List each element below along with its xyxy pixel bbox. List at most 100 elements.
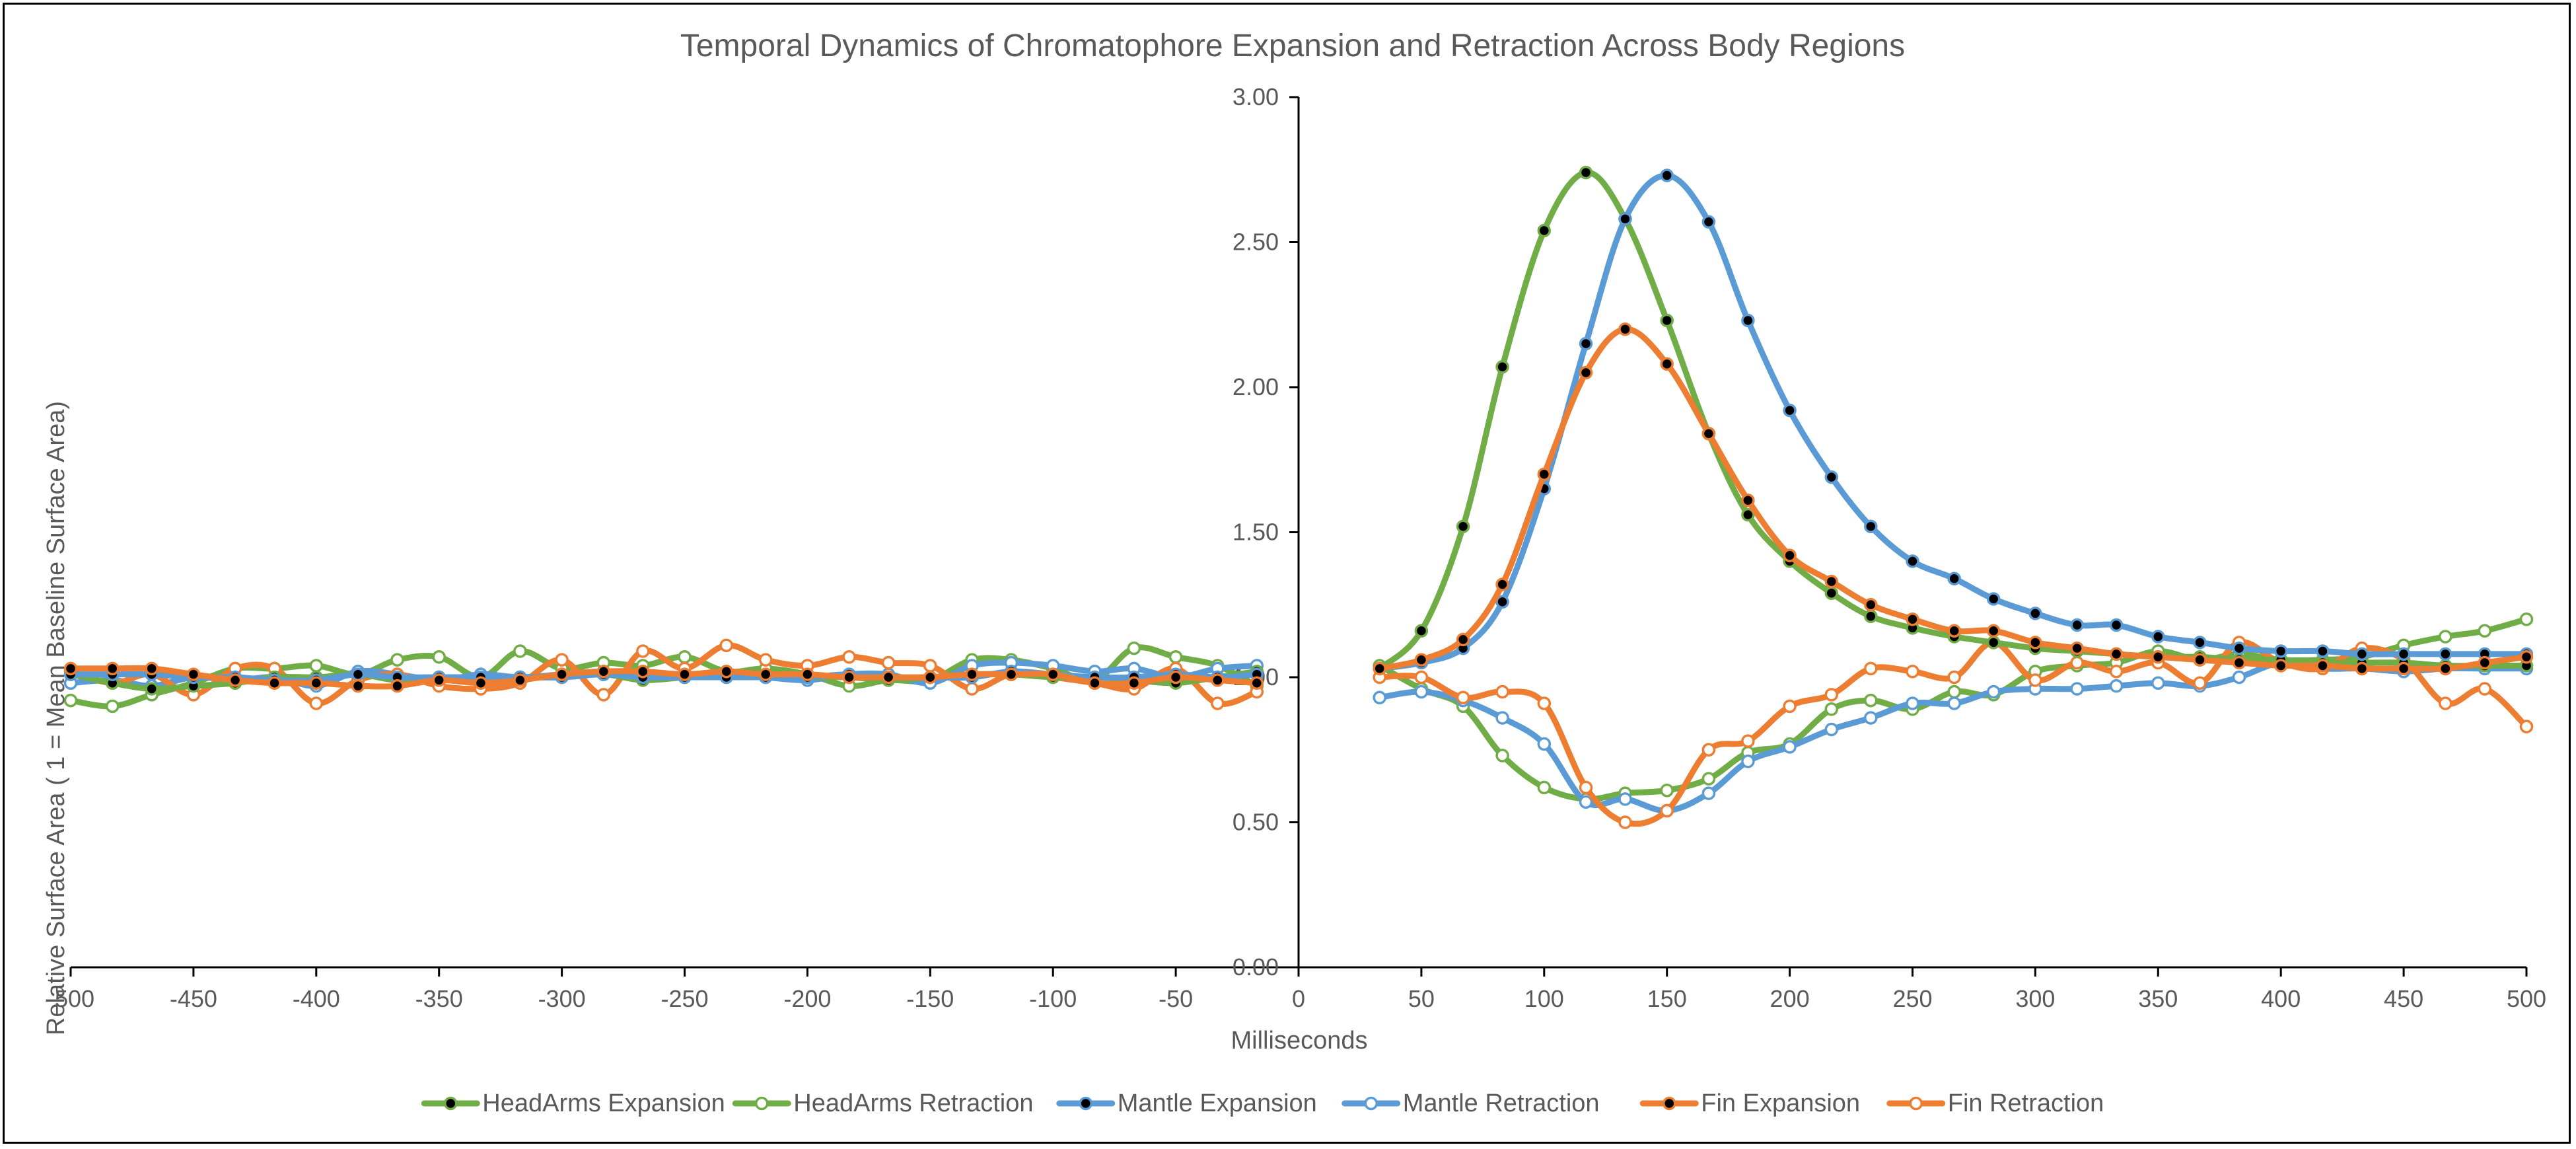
data-point-fin-retraction — [2519, 720, 2534, 733]
data-point-fin-retraction — [719, 638, 733, 652]
data-point-fin-expansion — [1864, 598, 1878, 612]
data-point-mantle-expansion — [2232, 641, 2246, 655]
data-point-fin-expansion — [1211, 673, 1225, 687]
y-tick-label: 2.50 — [1233, 229, 1279, 256]
data-point-mantle-expansion — [2355, 647, 2369, 661]
x-tick-label: -350 — [415, 985, 463, 1012]
data-point-mantle-expansion — [1618, 212, 1632, 226]
data-point-fin-retraction — [1660, 803, 1674, 818]
data-point-fin-expansion — [513, 673, 527, 687]
data-point-fin-retraction — [1537, 696, 1552, 710]
data-point-mantle-retraction — [1864, 711, 1878, 725]
data-point-mantle-retraction — [2151, 676, 2165, 690]
data-point-headarms-retraction — [1824, 702, 1839, 716]
data-point-fin-expansion — [1250, 676, 1264, 690]
legend-item-headarms-retraction: HeadArms Retraction — [732, 1090, 1034, 1117]
x-tick-label: 100 — [1524, 985, 1564, 1012]
data-point-mantle-expansion — [1783, 403, 1797, 418]
data-point-mantle-retraction — [1783, 740, 1797, 754]
legend-swatch-marker — [1364, 1096, 1378, 1111]
x-tick-label: 150 — [1647, 985, 1687, 1012]
y-tick-label: 3.00 — [1233, 83, 1279, 110]
data-point-mantle-expansion — [2070, 618, 2084, 632]
data-point-fin-expansion — [2028, 636, 2042, 649]
legend: HeadArms Expansion HeadArms Retraction Man… — [421, 1090, 2104, 1117]
data-point-mantle-expansion — [2439, 647, 2452, 661]
data-point-mantle-retraction — [2070, 682, 2084, 696]
x-tick-label: 300 — [2015, 985, 2055, 1012]
data-point-mantle-expansion — [2316, 644, 2330, 658]
x-tick-label: -400 — [293, 985, 340, 1012]
data-point-fin-retraction — [1211, 696, 1225, 710]
legend-swatch-marker — [1079, 1096, 1092, 1111]
y-tick-label: 0.50 — [1233, 809, 1279, 836]
x-tick-label: -250 — [661, 985, 708, 1012]
data-point-headarms-retraction — [390, 653, 404, 667]
data-point-fin-retraction — [309, 696, 324, 710]
data-point-mantle-expansion — [1701, 215, 1716, 229]
data-point-fin-expansion — [268, 676, 281, 690]
legend-label: Fin Expansion — [1701, 1090, 1860, 1117]
legend-label: Fin Retraction — [1948, 1090, 2104, 1117]
data-point-fin-retraction — [965, 682, 979, 696]
data-point-fin-expansion — [2193, 653, 2207, 667]
data-point-mantle-retraction — [1618, 792, 1632, 806]
data-point-mantle-expansion — [1495, 595, 1509, 609]
chart-frame: Temporal Dynamics of Chromatophore Expan… — [3, 3, 2571, 1144]
data-point-fin-retraction — [596, 688, 611, 702]
data-point-fin-expansion — [1414, 653, 1429, 667]
legend-label: HeadArms Retraction — [793, 1090, 1033, 1117]
data-point-headarms-expansion — [1414, 624, 1429, 638]
data-point-fin-expansion — [1004, 667, 1019, 681]
legend-label: Mantle Expansion — [1118, 1090, 1317, 1117]
data-point-fin-expansion — [1168, 670, 1183, 685]
data-point-fin-expansion — [1456, 632, 1470, 647]
data-point-mantle-expansion — [2028, 607, 2042, 620]
data-point-fin-expansion — [2355, 661, 2369, 676]
data-point-mantle-expansion — [1947, 572, 1961, 585]
data-point-headarms-retraction — [1537, 780, 1552, 795]
data-point-fin-retraction — [881, 655, 896, 670]
data-point-fin-expansion — [228, 673, 242, 687]
x-tick-label: 50 — [1408, 985, 1435, 1012]
data-point-mantle-retraction — [1986, 685, 2001, 699]
data-point-headarms-retraction — [1127, 641, 1141, 655]
data-point-headarms-retraction — [513, 644, 527, 658]
x-tick-label: 200 — [1770, 985, 1810, 1012]
data-point-mantle-retraction — [1537, 737, 1552, 751]
data-point-mantle-retraction — [2109, 679, 2124, 693]
legend-swatch-marker — [1909, 1096, 1923, 1111]
data-point-mantle-retraction — [1947, 696, 1961, 710]
data-point-headarms-retraction — [1660, 783, 1674, 797]
data-point-headarms-expansion — [145, 682, 159, 696]
chart-title: Temporal Dynamics of Chromatophore Expan… — [680, 28, 1905, 63]
data-point-mantle-retraction — [1579, 795, 1593, 809]
data-point-mantle-expansion — [2151, 630, 2165, 644]
data-point-headarms-expansion — [1824, 586, 1839, 600]
data-point-fin-retraction — [758, 653, 773, 667]
data-point-fin-expansion — [2519, 650, 2534, 664]
data-point-fin-expansion — [1537, 467, 1552, 481]
data-point-mantle-expansion — [2396, 647, 2411, 661]
data-point-fin-expansion — [105, 661, 120, 676]
data-point-headarms-retraction — [1701, 772, 1716, 786]
legend-item-mantle-expansion: Mantle Expansion — [1056, 1090, 1317, 1117]
x-tick-label: -150 — [906, 985, 954, 1012]
legend-swatch-marker — [1663, 1096, 1676, 1111]
data-point-fin-retraction — [2439, 696, 2452, 710]
x-tick-label: 250 — [1892, 985, 1932, 1012]
y-axis-label: Relative Surface Area ( 1 = Mean Baselin… — [42, 401, 70, 1035]
data-point-headarms-retraction — [63, 693, 78, 708]
x-tick-label: -450 — [170, 985, 217, 1012]
data-point-fin-expansion — [1701, 426, 1716, 441]
data-point-fin-expansion — [2478, 655, 2492, 670]
data-point-mantle-retraction — [2232, 670, 2246, 685]
data-point-fin-retraction — [1741, 734, 1755, 748]
data-point-fin-expansion — [1824, 574, 1839, 589]
data-point-fin-expansion — [474, 676, 488, 690]
plot-area: -500 -450 -400 -350 -300 -250 -200 -150 -100 -50 0… — [47, 83, 2546, 1012]
data-point-headarms-retraction — [1864, 693, 1878, 708]
data-point-fin-expansion — [596, 664, 611, 679]
data-point-mantle-expansion — [2273, 644, 2288, 658]
data-point-mantle-retraction — [1373, 690, 1386, 704]
